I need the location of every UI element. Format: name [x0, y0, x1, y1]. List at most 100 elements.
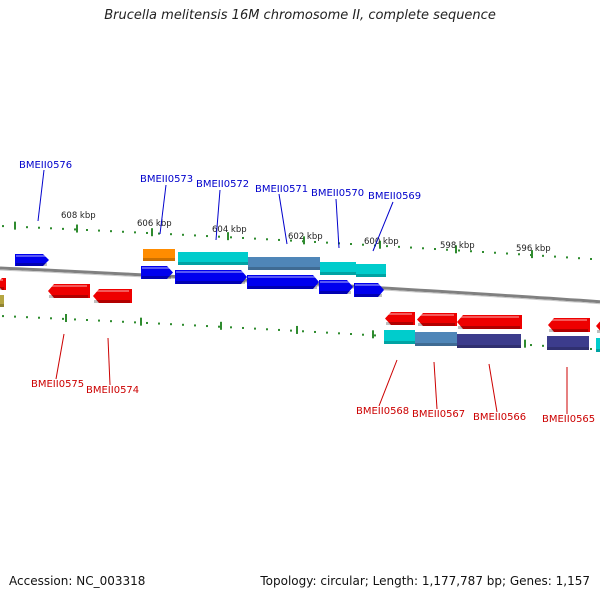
upper-scale-dot: [38, 226, 40, 229]
upper-scale-dot: [98, 229, 100, 232]
upper-major-tick: [76, 224, 78, 233]
lower-scale-dot: [350, 333, 352, 336]
leader-line: [335, 198, 340, 249]
gene-BMEII0566-shine: [458, 316, 519, 318]
upper-major-tick: [379, 240, 381, 249]
upper-scale-dot: [506, 252, 508, 255]
lower-scale-dot: [290, 329, 292, 332]
gene-BMEII0566-shadow: [458, 326, 520, 329]
lower-scale-dot: [122, 320, 124, 323]
upper-scale-dot: [326, 241, 328, 244]
cds-0567-shadow: [415, 343, 457, 346]
lower-scale-dot: [134, 321, 136, 324]
gene-BMEII0575: [48, 284, 90, 298]
upper-scale-dot: [230, 236, 232, 239]
topology-label: Topology: circular; Length: 1,177,787 bp…: [260, 574, 590, 588]
gene-label-top: BMEII0571: [255, 184, 308, 195]
lower-scale-dot: [110, 320, 112, 323]
leader-line: [433, 361, 438, 410]
lower-scale-dot: [590, 347, 592, 350]
cds-right: [596, 338, 600, 352]
gene-BMEII0576-shine: [16, 255, 46, 257]
gene-BMEII0567: [417, 313, 457, 326]
upper-scale-dot: [74, 228, 76, 231]
gene-right-red-body: [596, 321, 600, 331]
lower-scale-dot: [314, 330, 316, 333]
cds-0565: [547, 336, 589, 350]
lower-major-tick: [296, 325, 298, 334]
scale-label: 598 kbp: [440, 241, 475, 251]
gene-BMEII0568-body: [385, 312, 415, 325]
gene-label-bottom: BMEII0566: [473, 412, 526, 423]
lower-scale-dot: [62, 317, 64, 320]
gene-BMEII0573-shine: [142, 267, 170, 269]
feature-olive: [0, 295, 4, 307]
lower-scale-dot: [194, 324, 196, 327]
lower-scale-dot: [278, 328, 280, 331]
gene-BMEII0567-shine: [418, 314, 454, 316]
upper-scale-dot: [482, 250, 484, 253]
lower-scale-dot: [254, 327, 256, 330]
gene-label-bottom: BMEII0565: [542, 414, 595, 425]
upper-scale-dot: [62, 227, 64, 230]
gene-left-red-body: [0, 278, 6, 290]
gene-label-bottom: BMEII0574: [86, 385, 139, 396]
gene-BMEII0576-body: [15, 254, 49, 266]
gene-BMEII0574-shadow: [94, 300, 130, 303]
gene-BMEII0566-body: [457, 315, 522, 329]
upper-major-tick: [151, 228, 153, 237]
upper-scale-dot: [446, 248, 448, 251]
lower-scale-dot: [98, 319, 100, 322]
gene-BMEII0575-shadow: [49, 295, 88, 298]
cds-0571: [248, 257, 320, 270]
leader-line: [159, 184, 167, 235]
gene-BMEII0569-shadow: [355, 294, 382, 297]
gene-right-red-shine: [597, 320, 600, 322]
upper-scale-dot: [422, 247, 424, 250]
lower-major-tick: [372, 330, 374, 339]
upper-scale-dot: [494, 251, 496, 254]
cds-0571-shadow: [248, 267, 320, 270]
lower-major-tick: [524, 339, 526, 348]
lower-scale-dot: [26, 316, 28, 319]
gene-BMEII0568-shine: [386, 313, 412, 315]
lower-major-tick: [65, 314, 67, 323]
upper-scale-dot: [542, 254, 544, 257]
lower-scale-dot: [374, 334, 376, 337]
gene-BMEII0575-body: [48, 284, 90, 298]
gene-BMEII0571-body: [247, 275, 319, 289]
upper-scale-dot: [218, 235, 220, 238]
gene-BMEII0572-shine: [176, 271, 244, 273]
cds-0572: [178, 252, 248, 265]
gene-label-top: BMEII0573: [140, 174, 193, 185]
upper-scale-dot: [362, 243, 364, 246]
cds-0565-shadow: [547, 347, 589, 350]
gene-BMEII0576: [15, 254, 49, 266]
upper-scale-dot: [110, 230, 112, 233]
upper-major-tick: [227, 232, 229, 241]
upper-scale-dot: [518, 253, 520, 256]
cds-0569: [356, 264, 386, 277]
gene-BMEII0565-shadow: [549, 329, 588, 332]
lower-scale-dot: [38, 316, 40, 319]
gene-BMEII0573: [141, 266, 173, 279]
gene-left-red-shine: [0, 279, 3, 281]
cds-0566-shadow: [457, 345, 521, 348]
gene-BMEII0570-body: [319, 280, 353, 294]
upper-scale-dot: [194, 234, 196, 237]
lower-scale-dot: [86, 319, 88, 322]
lower-major-tick: [140, 317, 142, 326]
cds-0570-shadow: [320, 272, 356, 275]
gene-BMEII0572-shadow: [176, 281, 245, 284]
upper-scale-dot: [554, 255, 556, 258]
lower-scale-dot: [230, 326, 232, 329]
gene-BMEII0571-shine: [248, 276, 316, 278]
upper-scale-dot: [458, 249, 460, 252]
gene-BMEII0572: [175, 270, 247, 284]
gene-BMEII0573-shadow: [142, 276, 171, 279]
upper-scale-dot: [182, 233, 184, 236]
gene-BMEII0569-shine: [355, 284, 381, 286]
upper-scale-dot: [122, 230, 124, 233]
lower-scale-dot: [362, 333, 364, 336]
